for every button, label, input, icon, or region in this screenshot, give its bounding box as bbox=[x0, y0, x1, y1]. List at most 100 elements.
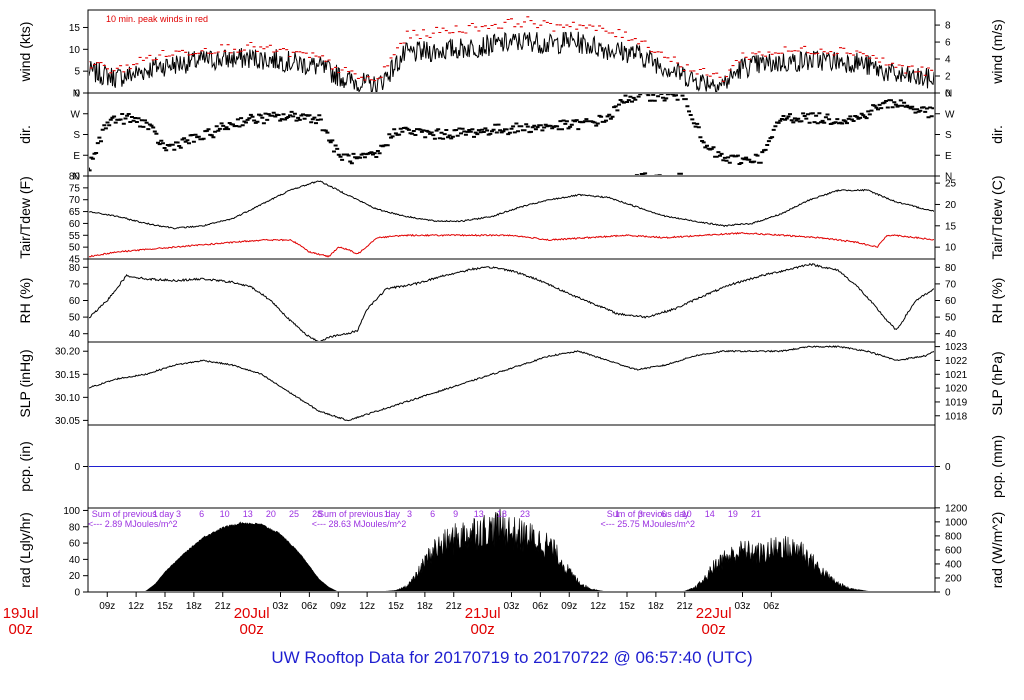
rad-hour-label: 1 bbox=[384, 509, 389, 519]
y-tick-label-right: N bbox=[945, 172, 952, 183]
y-tick-label-left: 40 bbox=[69, 329, 81, 340]
rad-hour-label: 3 bbox=[638, 509, 643, 519]
y-tick-label-right: 50 bbox=[945, 313, 957, 324]
plot-area bbox=[89, 345, 934, 422]
y-tick-label-left: 70 bbox=[69, 195, 81, 206]
y-axis-label-right: RH (%) bbox=[989, 278, 1005, 324]
rad-hour-label: 9 bbox=[453, 509, 458, 519]
date-time-label: 00z bbox=[9, 621, 33, 638]
x-tick-label: 03z bbox=[734, 601, 750, 612]
y-tick-label-left: 80 bbox=[69, 172, 81, 183]
panel-wind: 0 5 10 15 0 2 4 6 8 wind (kts) wind (m/s) 10 min. p… bbox=[17, 9, 1005, 100]
y-tick-label-right: E bbox=[945, 151, 952, 162]
rad-hour-label: 10 bbox=[220, 509, 230, 519]
y-axis-label-right: dir. bbox=[989, 125, 1005, 144]
y-axis-label-right: rad (W/m^2) bbox=[989, 512, 1005, 589]
y-tick-label-right: 1020 bbox=[945, 384, 968, 395]
y-tick-label-left: 0 bbox=[74, 588, 80, 599]
y-tick-label-right: 10 bbox=[945, 243, 957, 254]
y-tick-label-left: 100 bbox=[63, 506, 80, 517]
y-tick-label-left: 75 bbox=[69, 183, 81, 194]
y-tick-label-left: 60 bbox=[69, 296, 81, 307]
series-wind-peak bbox=[89, 16, 934, 82]
x-tick-label: 06z bbox=[532, 601, 548, 612]
x-tick-label: 18z bbox=[186, 601, 202, 612]
panel-pcp: 0 0 pcp. (in) pcp. (mm) bbox=[17, 424, 1005, 509]
y-axis-label-left: pcp. (in) bbox=[17, 441, 33, 492]
x-tick-label: 09z bbox=[561, 601, 577, 612]
series-radiation bbox=[144, 509, 869, 591]
plot-area bbox=[89, 262, 934, 341]
x-tick-label: 15z bbox=[388, 601, 404, 612]
rad-annotation-line1: Sum of previous day bbox=[607, 509, 690, 519]
y-tick-label-left: 50 bbox=[69, 313, 81, 324]
y-tick-label-left: 80 bbox=[69, 263, 81, 274]
y-tick-label-left: S bbox=[73, 130, 80, 141]
x-tick-label: 09z bbox=[330, 601, 346, 612]
rad-annotation-line1: Sum of previous day bbox=[318, 509, 401, 519]
y-tick-label-right: 1023 bbox=[945, 342, 968, 353]
y-tick-label-left: 0 bbox=[74, 462, 80, 473]
x-tick-label: 21z bbox=[446, 601, 462, 612]
rad-hour-label: 6 bbox=[199, 509, 204, 519]
y-axis-label-left: rad (Lgly/hr) bbox=[17, 512, 33, 587]
rad-hour-label: 3 bbox=[407, 509, 412, 519]
y-tick-label-right: 200 bbox=[945, 573, 962, 584]
rad-hour-label: 21 bbox=[751, 509, 761, 519]
y-tick-label-left: 30.20 bbox=[55, 347, 80, 358]
rad-hour-label: 14 bbox=[705, 509, 715, 519]
y-tick-label-right: 1000 bbox=[945, 517, 968, 528]
y-tick-label-left: 30.05 bbox=[55, 416, 80, 427]
y-tick-label-right: 0 bbox=[945, 588, 951, 599]
y-axis-label-left: Tair/Tdew (F) bbox=[17, 176, 33, 258]
rad-hour-label: 19 bbox=[728, 509, 738, 519]
x-tick-label: 09z bbox=[99, 601, 115, 612]
x-tick-label: 06z bbox=[763, 601, 779, 612]
series-rh bbox=[89, 262, 934, 341]
date-label: 19Jul bbox=[3, 605, 39, 622]
y-tick-label-left: 10 bbox=[69, 45, 81, 56]
series-wind bbox=[89, 31, 934, 92]
x-axis: 09z 12z 15z 18z 21z 03z 06z 09z 12z 15z 18z 21z 03z 0… bbox=[3, 592, 779, 638]
y-tick-label-right: 2 bbox=[945, 72, 951, 83]
date-time-label: 00z bbox=[471, 621, 495, 638]
y-axis-label-left: wind (kts) bbox=[17, 22, 33, 83]
y-tick-label-left: W bbox=[71, 109, 81, 120]
x-tick-label: 18z bbox=[648, 601, 664, 612]
plot-area bbox=[89, 180, 934, 258]
y-tick-label-left: N bbox=[73, 89, 80, 100]
y-tick-label-left: 60 bbox=[69, 539, 81, 550]
x-tick-label: 12z bbox=[359, 601, 375, 612]
y-tick-label-right: 25 bbox=[945, 179, 957, 190]
y-tick-label-left: 20 bbox=[69, 571, 81, 582]
y-tick-label-right: 1200 bbox=[945, 503, 968, 514]
y-axis-label-left: SLP (inHg) bbox=[17, 349, 33, 417]
y-axis-label-right: Tair/Tdew (C) bbox=[989, 175, 1005, 259]
series-tair bbox=[89, 180, 934, 230]
rad-hour-label: 13 bbox=[243, 509, 253, 519]
y-axis-label-right: pcp. (mm) bbox=[989, 435, 1005, 498]
rad-hour-label: 6 bbox=[661, 509, 666, 519]
date-label: 20Jul bbox=[234, 605, 270, 622]
rad-hour-label: 10 bbox=[682, 509, 692, 519]
y-tick-label-left: 40 bbox=[69, 555, 81, 566]
x-tick-label: 06z bbox=[301, 601, 317, 612]
y-tick-label-right: 0 bbox=[945, 89, 951, 100]
y-tick-label-right: 60 bbox=[945, 296, 957, 307]
y-tick-label-left: 55 bbox=[69, 231, 81, 242]
y-tick-label-right: 600 bbox=[945, 545, 962, 556]
rad-hour-label: 18 bbox=[497, 509, 507, 519]
x-tick-label: 03z bbox=[503, 601, 519, 612]
panel-frame bbox=[87, 92, 936, 177]
y-tick-label-left: N bbox=[73, 172, 80, 183]
y-axis-label-right: wind (m/s) bbox=[989, 19, 1005, 85]
rad-hour-label: 23 bbox=[520, 509, 530, 519]
panel-frame bbox=[87, 341, 936, 426]
plot-area bbox=[144, 509, 869, 591]
series-direction bbox=[89, 94, 934, 175]
rad-hour-label: 25 bbox=[289, 509, 299, 519]
rad-annotation-line1: Sum of previous day bbox=[92, 509, 175, 519]
y-tick-label-right: 40 bbox=[945, 329, 957, 340]
